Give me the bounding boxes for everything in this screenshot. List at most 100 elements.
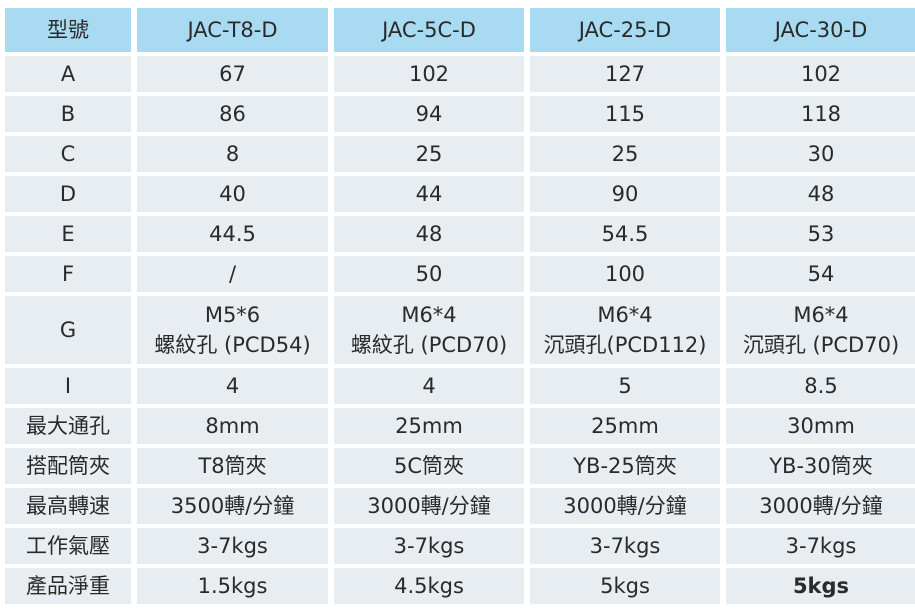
cell-text: 44 (415, 182, 443, 206)
value-cell: 102 (726, 56, 915, 92)
cell-text: 48 (807, 182, 835, 206)
cell-text: 3-7kgs (785, 534, 857, 558)
row-label-cell: 產品淨重 (5, 568, 131, 604)
cell-text: 25mm (591, 414, 659, 438)
value-cell: 4.5kgs (334, 568, 524, 604)
row-label-cell: E (5, 216, 131, 252)
cell-text: 8mm (205, 414, 260, 438)
header-cell: JAC-30-D (726, 8, 915, 52)
value-cell: 3-7kgs (334, 528, 524, 564)
value-cell: T8筒夾 (137, 448, 328, 484)
cell-text: / (228, 262, 237, 286)
value-cell: 90 (530, 176, 720, 212)
cell-text: I (64, 374, 72, 398)
cell-text: 沉頭孔(PCD112) (543, 333, 707, 357)
row-label-cell: 最大通孔 (5, 408, 131, 444)
cell-text: 54.5 (601, 222, 649, 246)
cell-text: 工作氣壓 (26, 534, 110, 558)
cell-text: M5*6 (204, 303, 261, 327)
cell-text: 3500轉/分鐘 (170, 494, 295, 518)
cell-text: E (61, 222, 75, 246)
value-cell: 94 (334, 96, 524, 132)
value-cell: 102 (334, 56, 524, 92)
cell-text: 3000轉/分鐘 (563, 494, 687, 518)
cell-text: 102 (408, 62, 450, 86)
cell-text: 94 (415, 102, 443, 126)
value-cell: 53 (726, 216, 915, 252)
value-cell: 115 (530, 96, 720, 132)
header-cell: 型號 (5, 8, 131, 52)
cell-text: 25 (611, 142, 639, 166)
value-cell: M5*6 螺紋孔 (PCD54) (137, 296, 328, 364)
cell-text: D (59, 182, 77, 206)
cell-text: 4 (225, 374, 240, 398)
cell-text: 1.5kgs (197, 574, 268, 598)
header-cell: JAC-T8-D (137, 8, 328, 52)
value-cell: 118 (726, 96, 915, 132)
header-text: JAC-T8-D (187, 18, 278, 42)
cell-text: M6*4 (401, 303, 457, 327)
value-cell: 25 (334, 136, 524, 172)
cell-text: 40 (219, 182, 246, 206)
value-cell: 3500轉/分鐘 (137, 488, 328, 524)
value-cell: 54 (726, 256, 915, 292)
cell-text: 螺紋孔 (PCD54) (154, 333, 311, 357)
cell-text: 最高轉速 (26, 494, 110, 518)
row-label-cell: B (5, 96, 131, 132)
row-label-cell: C (5, 136, 131, 172)
cell-text: 102 (800, 62, 842, 86)
value-cell: M6*4 螺紋孔 (PCD70) (334, 296, 524, 364)
value-cell: 50 (334, 256, 524, 292)
cell-text: 3-7kgs (393, 534, 465, 558)
value-cell: / (137, 256, 328, 292)
spec-table: 型號 JAC-T8-D JAC-5C-D JAC-25-D JAC-30-D A 67 102… (5, 8, 915, 604)
value-cell: 30 (726, 136, 915, 172)
cell-text: 5kgs (792, 574, 850, 598)
value-cell: 5C筒夾 (334, 448, 524, 484)
row-label-cell: A (5, 56, 131, 92)
value-cell: 48 (726, 176, 915, 212)
row-label-cell: 搭配筒夾 (5, 448, 131, 484)
cell-text: 115 (604, 102, 646, 126)
value-cell: 3000轉/分鐘 (726, 488, 915, 524)
value-cell: 3-7kgs (726, 528, 915, 564)
cell-text: 8 (225, 142, 240, 166)
cell-text: 100 (604, 262, 646, 286)
value-cell: 30mm (726, 408, 915, 444)
cell-text: 50 (415, 262, 443, 286)
cell-text: 最大通孔 (26, 414, 110, 438)
cell-text: 54 (807, 262, 835, 286)
cell-text: 30 (807, 142, 835, 166)
cell-text: 44.5 (209, 222, 256, 246)
value-cell: 25mm (334, 408, 524, 444)
value-cell: 100 (530, 256, 720, 292)
cell-text: 3-7kgs (197, 534, 268, 558)
cell-text: F (61, 262, 75, 286)
value-cell: M6*4 沉頭孔(PCD112) (530, 296, 720, 364)
cell-text: 25 (415, 142, 443, 166)
cell-text: 86 (219, 102, 246, 126)
cell-text: 90 (611, 182, 639, 206)
value-cell: 5kgs (726, 568, 915, 604)
value-cell: 4 (334, 368, 524, 404)
header-text: JAC-25-D (578, 18, 672, 42)
value-cell: 3000轉/分鐘 (530, 488, 720, 524)
value-cell: 127 (530, 56, 720, 92)
value-cell: M6*4 沉頭孔 (PCD70) (726, 296, 915, 364)
value-cell: YB-30筒夾 (726, 448, 915, 484)
value-cell: 8.5 (726, 368, 915, 404)
cell-text: 5C筒夾 (393, 454, 465, 478)
value-cell: 25mm (530, 408, 720, 444)
row-label-cell: D (5, 176, 131, 212)
cell-text: 48 (415, 222, 443, 246)
cell-text: 5 (618, 374, 632, 398)
header-cell: JAC-25-D (530, 8, 720, 52)
value-cell: 5 (530, 368, 720, 404)
value-cell: 67 (137, 56, 328, 92)
value-cell: 3-7kgs (137, 528, 328, 564)
cell-text: 搭配筒夾 (26, 454, 110, 478)
value-cell: 54.5 (530, 216, 720, 252)
cell-text: B (60, 102, 76, 126)
value-cell: 3000轉/分鐘 (334, 488, 524, 524)
